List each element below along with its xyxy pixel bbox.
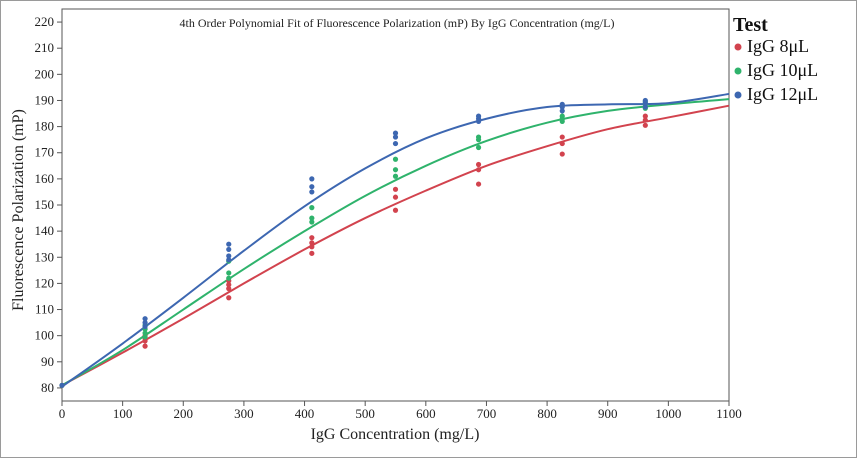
data-point-series-1 xyxy=(309,235,315,241)
y-tick-label: 130 xyxy=(35,249,55,264)
data-point-series-1 xyxy=(642,122,648,128)
fit-line-series-3 xyxy=(61,92,730,388)
legend: Test IgG 8μL IgG 10μL IgG 12μL xyxy=(733,14,818,104)
x-tick-label: 700 xyxy=(477,406,497,421)
y-tick-label: 100 xyxy=(35,328,55,343)
data-point-series-1 xyxy=(475,161,482,168)
data-point-series-3 xyxy=(309,184,315,190)
y-axis-label: Fluorescence Polarization (mP) xyxy=(10,109,27,311)
y-tick-label: 90 xyxy=(41,354,54,369)
y-axis-ticks: 80 90 100 110 120 130 140 150 160 170 180 190 200 210… xyxy=(35,14,62,395)
data-point-series-2 xyxy=(142,334,148,340)
y-tick-label: 220 xyxy=(35,14,55,29)
data-point-series-1 xyxy=(392,194,399,200)
y-tick-label: 110 xyxy=(35,302,54,317)
data-point-series-2 xyxy=(392,167,399,173)
data-point-series-1 xyxy=(392,186,399,192)
data-point-series-2 xyxy=(475,134,482,140)
data-point-series-2 xyxy=(226,270,232,276)
data-point-series-1 xyxy=(642,113,648,119)
data-point-series-3 xyxy=(142,323,148,330)
x-tick-label: 800 xyxy=(537,406,557,421)
data-point-series-3 xyxy=(392,130,399,136)
x-tick-label: 200 xyxy=(174,406,194,421)
fit-lines xyxy=(61,92,730,388)
y-tick-label: 80 xyxy=(41,380,54,395)
data-point-series-3 xyxy=(226,246,232,253)
x-axis-ticks: 0 100 200 300 400 500 600 700 800 900 1000 1100 xyxy=(59,401,742,421)
data-point-series-2 xyxy=(392,156,399,162)
y-tick-label: 210 xyxy=(35,40,55,55)
y-tick-label: 150 xyxy=(35,197,55,212)
data-point-series-3 xyxy=(226,253,232,259)
y-tick-label: 120 xyxy=(35,275,55,290)
data-point-series-2 xyxy=(142,330,148,336)
x-tick-label: 400 xyxy=(295,406,315,421)
data-point-series-3 xyxy=(59,382,65,388)
data-points xyxy=(59,97,648,388)
legend-marker-series-1 xyxy=(734,43,742,51)
data-point-series-3 xyxy=(309,176,315,182)
data-point-series-1 xyxy=(226,295,232,301)
data-point-series-2 xyxy=(226,275,232,281)
data-point-series-3 xyxy=(309,189,315,195)
data-point-series-2 xyxy=(309,205,315,211)
data-point-series-3 xyxy=(559,108,565,114)
data-point-series-2 xyxy=(559,113,565,119)
data-point-series-3 xyxy=(642,104,648,110)
fit-line-series-1 xyxy=(61,104,730,387)
x-tick-label: 100 xyxy=(113,406,133,421)
data-point-series-1 xyxy=(475,167,482,173)
y-tick-label: 180 xyxy=(35,119,55,134)
data-point-series-2 xyxy=(309,215,315,221)
data-point-series-3 xyxy=(392,134,399,140)
data-point-series-1 xyxy=(309,250,315,256)
x-tick-label: 600 xyxy=(416,406,436,421)
x-tick-label: 1000 xyxy=(655,406,681,421)
legend-marker-series-3 xyxy=(734,91,742,99)
legend-title: Test xyxy=(733,14,768,36)
data-point-series-3 xyxy=(642,97,648,104)
data-point-series-1 xyxy=(226,286,232,292)
data-point-series-3 xyxy=(142,320,148,326)
y-tick-label: 170 xyxy=(35,145,55,160)
y-tick-label: 190 xyxy=(35,92,55,107)
y-tick-label: 140 xyxy=(35,223,55,238)
data-point-series-1 xyxy=(142,343,148,349)
x-tick-label: 0 xyxy=(59,406,66,421)
data-point-series-3 xyxy=(142,316,148,322)
data-point-series-1 xyxy=(642,117,648,123)
chart-title: 4th Order Polynomial Fit of Fluorescence… xyxy=(180,16,615,30)
data-point-series-1 xyxy=(392,207,399,213)
fit-line-series-2 xyxy=(61,98,730,387)
data-point-series-1 xyxy=(559,151,565,157)
legend-label-series-1: IgG 8μL xyxy=(747,36,809,56)
data-point-series-2 xyxy=(475,144,482,151)
data-point-series-1 xyxy=(226,282,232,288)
data-point-series-2 xyxy=(392,173,399,179)
data-point-series-1 xyxy=(309,240,315,246)
x-tick-label: 900 xyxy=(598,406,618,421)
data-point-series-3 xyxy=(559,101,565,107)
legend-label-series-2: IgG 10μL xyxy=(747,60,818,80)
data-point-series-1 xyxy=(559,140,565,147)
data-point-series-1 xyxy=(475,181,482,187)
legend-label-series-3: IgG 12μL xyxy=(747,84,818,104)
data-point-series-1 xyxy=(309,244,315,250)
y-tick-label: 200 xyxy=(35,66,55,81)
x-tick-label: 1100 xyxy=(716,406,742,421)
legend-marker-series-2 xyxy=(734,67,742,75)
data-point-series-3 xyxy=(392,140,399,147)
data-point-series-3 xyxy=(226,241,232,247)
y-tick-label: 160 xyxy=(35,171,55,186)
data-point-series-2 xyxy=(309,219,315,225)
data-point-series-3 xyxy=(475,113,482,119)
x-tick-label: 300 xyxy=(234,406,254,421)
x-axis-label: IgG Concentration (mg/L) xyxy=(311,426,480,443)
data-point-series-3 xyxy=(226,257,232,263)
x-tick-label: 500 xyxy=(355,406,375,421)
data-point-series-1 xyxy=(559,134,565,140)
